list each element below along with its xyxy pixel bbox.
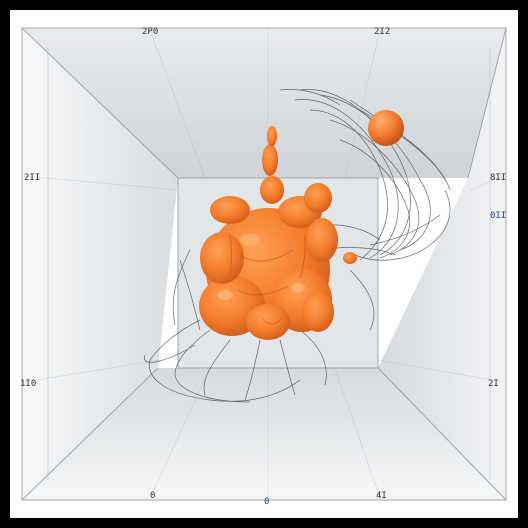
- label-top-1: 2P0: [142, 27, 159, 37]
- orange-blob: [199, 126, 357, 340]
- label-right-mid2: 0II: [490, 211, 507, 221]
- label-bottom-1: 0: [150, 491, 156, 501]
- label-bottom-3: 4I: [376, 491, 387, 501]
- left-wall: [22, 28, 178, 500]
- floor-wall: [22, 368, 506, 500]
- label-top-3: 2I2: [374, 27, 391, 37]
- label-left-low: 1I0: [20, 379, 37, 389]
- label-right-mid: 8II: [490, 173, 507, 183]
- wire-mesh: [144, 89, 451, 403]
- right-wall: [378, 28, 506, 500]
- label-bottom-2: 0: [264, 497, 270, 507]
- label-right-low: 2I: [488, 379, 499, 389]
- orange-ball: [368, 110, 404, 146]
- label-left-mid: 2II: [24, 173, 41, 183]
